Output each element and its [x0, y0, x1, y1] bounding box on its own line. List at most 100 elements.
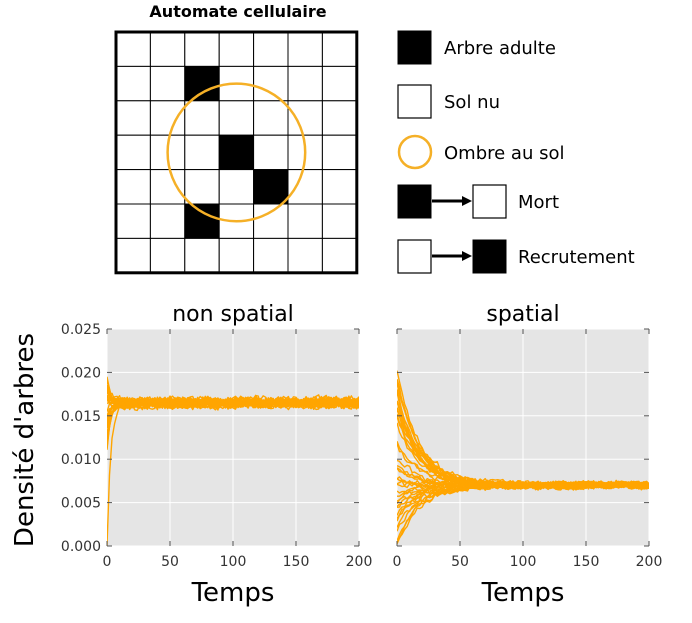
- empty-cell: [149, 203, 186, 239]
- series-line: [107, 396, 359, 445]
- grid-border: [114, 30, 359, 275]
- empty-cell: [115, 65, 151, 102]
- y-tick-label: 0.000: [61, 539, 101, 555]
- series-line: [397, 413, 649, 490]
- legend-item-recruit: Recrutement: [397, 239, 635, 274]
- x-tick-label: 100: [220, 554, 247, 570]
- death-arrow-icon: [462, 196, 472, 206]
- y-axis-label: Densité d'arbres: [10, 333, 40, 547]
- empty-cell: [184, 100, 220, 136]
- empty-cell: [149, 169, 186, 205]
- recruit-arrow-icon: [462, 251, 472, 261]
- x-tick-label: 200: [636, 554, 663, 570]
- chart-panel-non-spatial: 0 50 100 150 200 0.000 0.005 0.010 0.015 0.020 0.0…: [61, 302, 372, 608]
- empty-cell: [253, 203, 289, 239]
- x-tick-label: 0: [103, 554, 112, 570]
- empty-cell: [184, 169, 220, 205]
- tree-cell: [184, 65, 220, 102]
- empty-cell: [115, 31, 151, 67]
- shade-circle: [166, 82, 307, 223]
- empty-cell: [115, 134, 151, 171]
- series-group: [397, 370, 649, 545]
- empty-cell: [218, 100, 255, 136]
- chart-title-non-spatial: non spatial: [172, 302, 294, 327]
- empty-cell: [184, 134, 220, 171]
- empty-cell: [287, 203, 323, 239]
- series-line: [397, 459, 649, 490]
- empty-cell: [184, 31, 220, 67]
- legend-label-shade: Ombre au sol: [444, 143, 564, 164]
- empty-cell: [115, 169, 151, 205]
- legend: Arbre adulte Sol nu Ombre au sol Mort Re…: [397, 30, 635, 274]
- empty-cell: [218, 31, 255, 67]
- legend-item-bare: Sol nu: [397, 84, 500, 119]
- automaton-grid: [114, 30, 359, 275]
- x-tick-label: 100: [510, 554, 537, 570]
- automaton-title: Automate cellulaire: [149, 2, 326, 21]
- x-tick-label: 200: [346, 554, 373, 570]
- empty-cell: [287, 65, 323, 102]
- empty-cell: [253, 134, 289, 171]
- bare-soil-swatch: [397, 84, 432, 119]
- legend-label-death: Mort: [518, 192, 559, 213]
- empty-cell: [184, 237, 220, 274]
- empty-cell: [115, 237, 151, 274]
- empty-cell: [253, 65, 289, 102]
- legend-item-death: Mort: [397, 184, 559, 219]
- x-tick-label: 0: [393, 554, 402, 570]
- empty-cell: [253, 237, 289, 274]
- tree-cell: [218, 134, 255, 171]
- legend-label-recruit: Recrutement: [518, 247, 635, 268]
- empty-cell: [287, 31, 323, 67]
- series-line: [107, 395, 359, 409]
- death-from-swatch: [397, 184, 432, 219]
- x-tick-label: 150: [283, 554, 310, 570]
- y-tick-label: 0.025: [61, 322, 101, 338]
- empty-cell: [115, 100, 151, 136]
- empty-cell: [321, 134, 358, 171]
- x-axis-label-non-spatial: Temps: [191, 578, 275, 608]
- empty-cell: [218, 169, 255, 205]
- series-group: [107, 376, 359, 546]
- shade-swatch: [397, 134, 433, 170]
- legend-item-shade: Ombre au sol: [397, 134, 564, 170]
- x-tick-label: 150: [573, 554, 600, 570]
- empty-cell: [287, 237, 323, 274]
- empty-cell: [321, 65, 358, 102]
- series-line: [397, 481, 649, 516]
- empty-cell: [253, 100, 289, 136]
- empty-cell: [218, 237, 255, 274]
- tree-cell: [253, 169, 289, 205]
- x-axis-label-spatial: Temps: [481, 578, 565, 608]
- legend-item-adult: Arbre adulte: [397, 30, 556, 65]
- recruit-to-swatch: [472, 239, 507, 274]
- legend-label-bare: Sol nu: [444, 92, 500, 113]
- empty-cell: [149, 100, 186, 136]
- legend-label-adult: Arbre adulte: [444, 38, 556, 59]
- empty-cell: [149, 31, 186, 67]
- y-tick-label: 0.015: [61, 409, 101, 425]
- x-tick-label: 50: [161, 554, 179, 570]
- empty-cell: [321, 169, 358, 205]
- empty-cell: [321, 203, 358, 239]
- empty-cell: [287, 100, 323, 136]
- y-tick-label: 0.005: [61, 496, 101, 512]
- death-to-swatch: [472, 184, 507, 219]
- y-tick-label: 0.020: [61, 365, 101, 381]
- empty-cell: [321, 237, 358, 274]
- y-tick-label: 0.010: [61, 452, 101, 468]
- empty-cell: [149, 65, 186, 102]
- empty-cell: [321, 31, 358, 67]
- empty-cell: [287, 169, 323, 205]
- empty-cell: [149, 237, 186, 274]
- x-tick-label: 50: [451, 554, 469, 570]
- adult-tree-swatch: [397, 30, 432, 65]
- empty-cell: [321, 100, 358, 136]
- empty-cell: [253, 31, 289, 67]
- chart-panel-spatial: 0 50 100 150 200 spatial Temps: [393, 302, 663, 608]
- tree-cell: [184, 203, 220, 239]
- chart-title-spatial: spatial: [486, 302, 559, 327]
- empty-cell: [115, 203, 151, 239]
- recruit-from-swatch: [397, 239, 432, 274]
